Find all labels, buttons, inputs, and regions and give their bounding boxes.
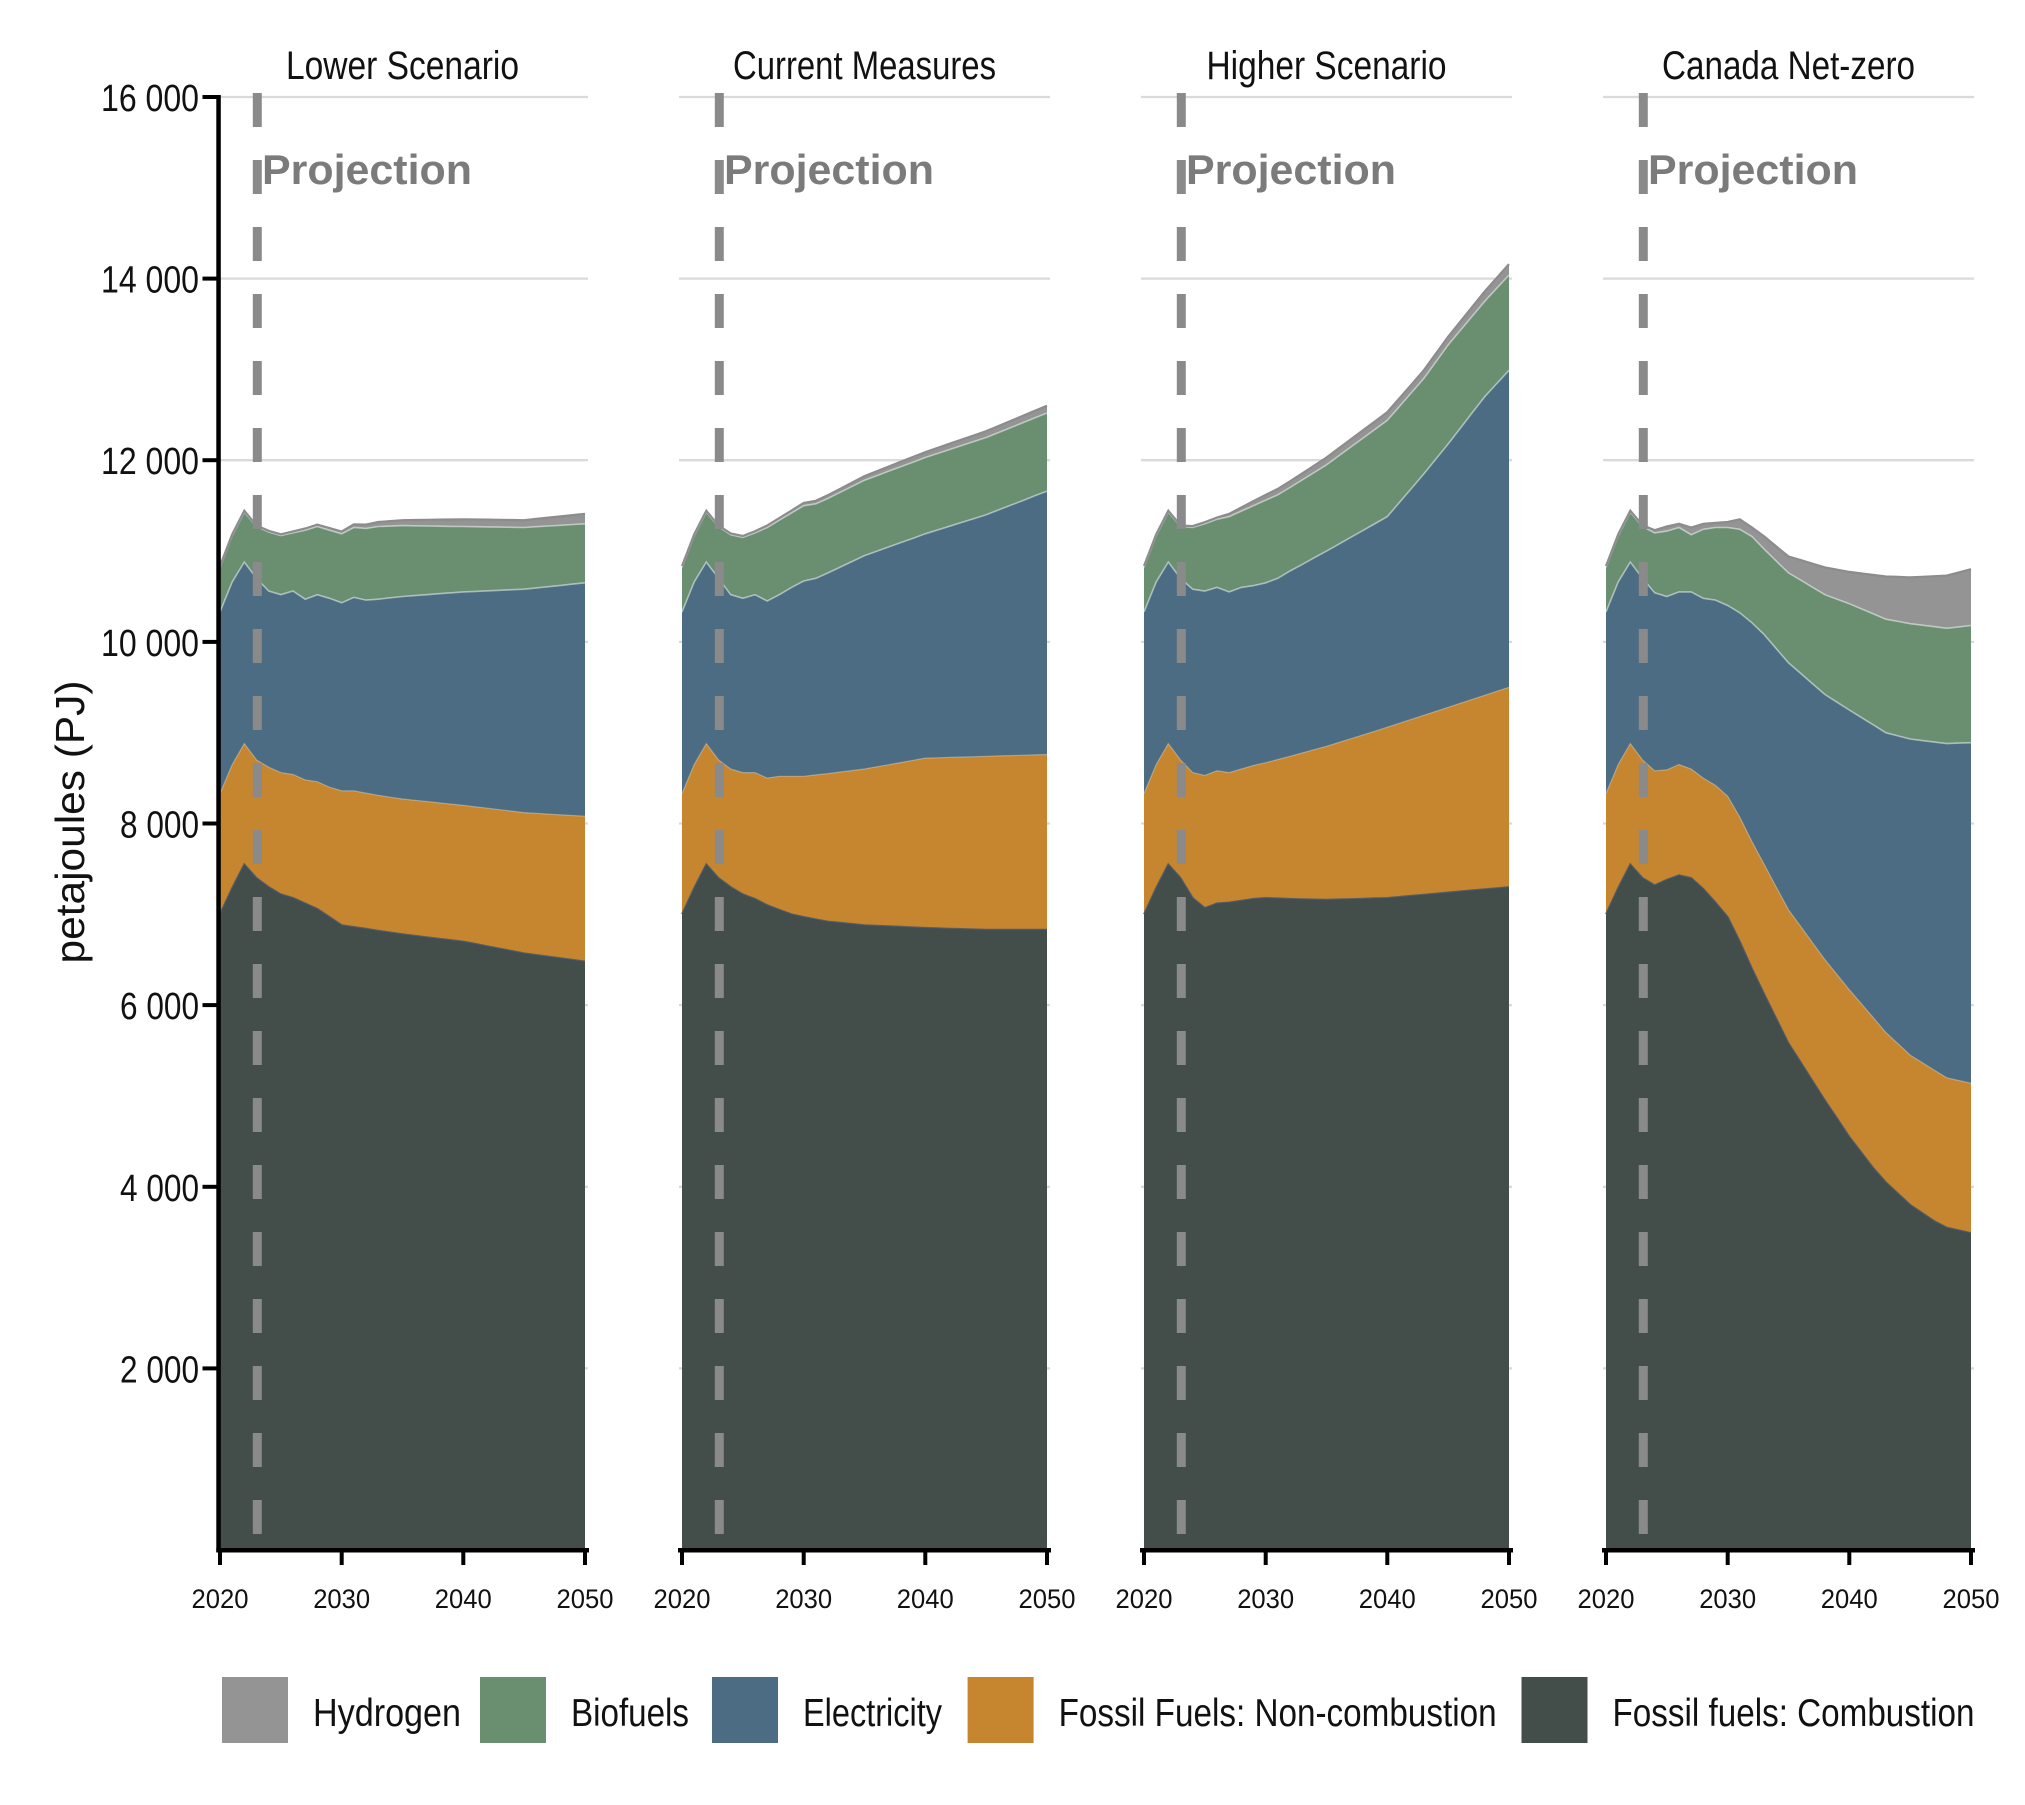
svg-text:2030: 2030 — [1699, 1584, 1756, 1614]
svg-text:Projection: Projection — [724, 146, 934, 193]
svg-text:Higher Scenario: Higher Scenario — [1207, 44, 1447, 88]
svg-text:Electricity: Electricity — [803, 1692, 942, 1735]
svg-text:petajoules (PJ): petajoules (PJ) — [47, 681, 93, 964]
svg-text:2050: 2050 — [1943, 1584, 2000, 1614]
svg-text:2040: 2040 — [897, 1584, 954, 1614]
svg-text:2020: 2020 — [654, 1584, 711, 1614]
svg-text:2040: 2040 — [1359, 1584, 1416, 1614]
svg-text:2 000: 2 000 — [120, 1349, 199, 1391]
svg-text:2030: 2030 — [1237, 1584, 1294, 1614]
svg-text:10 000: 10 000 — [101, 623, 199, 665]
svg-text:2020: 2020 — [192, 1584, 249, 1614]
svg-text:16 000: 16 000 — [101, 78, 199, 120]
svg-text:Fossil Fuels: Non-combustion: Fossil Fuels: Non-combustion — [1059, 1692, 1497, 1735]
svg-text:6 000: 6 000 — [120, 986, 199, 1028]
svg-text:Fossil fuels: Combustion: Fossil fuels: Combustion — [1613, 1692, 1975, 1735]
svg-text:12 000: 12 000 — [101, 441, 199, 483]
svg-text:2040: 2040 — [435, 1584, 492, 1614]
svg-text:Hydrogen: Hydrogen — [313, 1692, 461, 1735]
svg-text:Projection: Projection — [1186, 146, 1396, 193]
svg-text:Current Measures: Current Measures — [733, 44, 996, 88]
svg-text:2020: 2020 — [1116, 1584, 1173, 1614]
svg-text:8 000: 8 000 — [120, 805, 199, 847]
svg-text:14 000: 14 000 — [101, 260, 199, 302]
svg-text:2050: 2050 — [1481, 1584, 1538, 1614]
svg-text:2020: 2020 — [1578, 1584, 1635, 1614]
svg-text:4 000: 4 000 — [120, 1168, 199, 1210]
svg-text:2030: 2030 — [313, 1584, 370, 1614]
svg-text:2050: 2050 — [1019, 1584, 1076, 1614]
svg-text:Canada Net-zero: Canada Net-zero — [1662, 44, 1915, 88]
svg-text:Projection: Projection — [1648, 146, 1858, 193]
svg-text:Lower Scenario: Lower Scenario — [286, 44, 519, 88]
svg-text:2050: 2050 — [557, 1584, 614, 1614]
svg-text:2040: 2040 — [1821, 1584, 1878, 1614]
svg-text:2030: 2030 — [775, 1584, 832, 1614]
svg-text:Biofuels: Biofuels — [571, 1692, 689, 1735]
svg-text:Projection: Projection — [262, 146, 472, 193]
